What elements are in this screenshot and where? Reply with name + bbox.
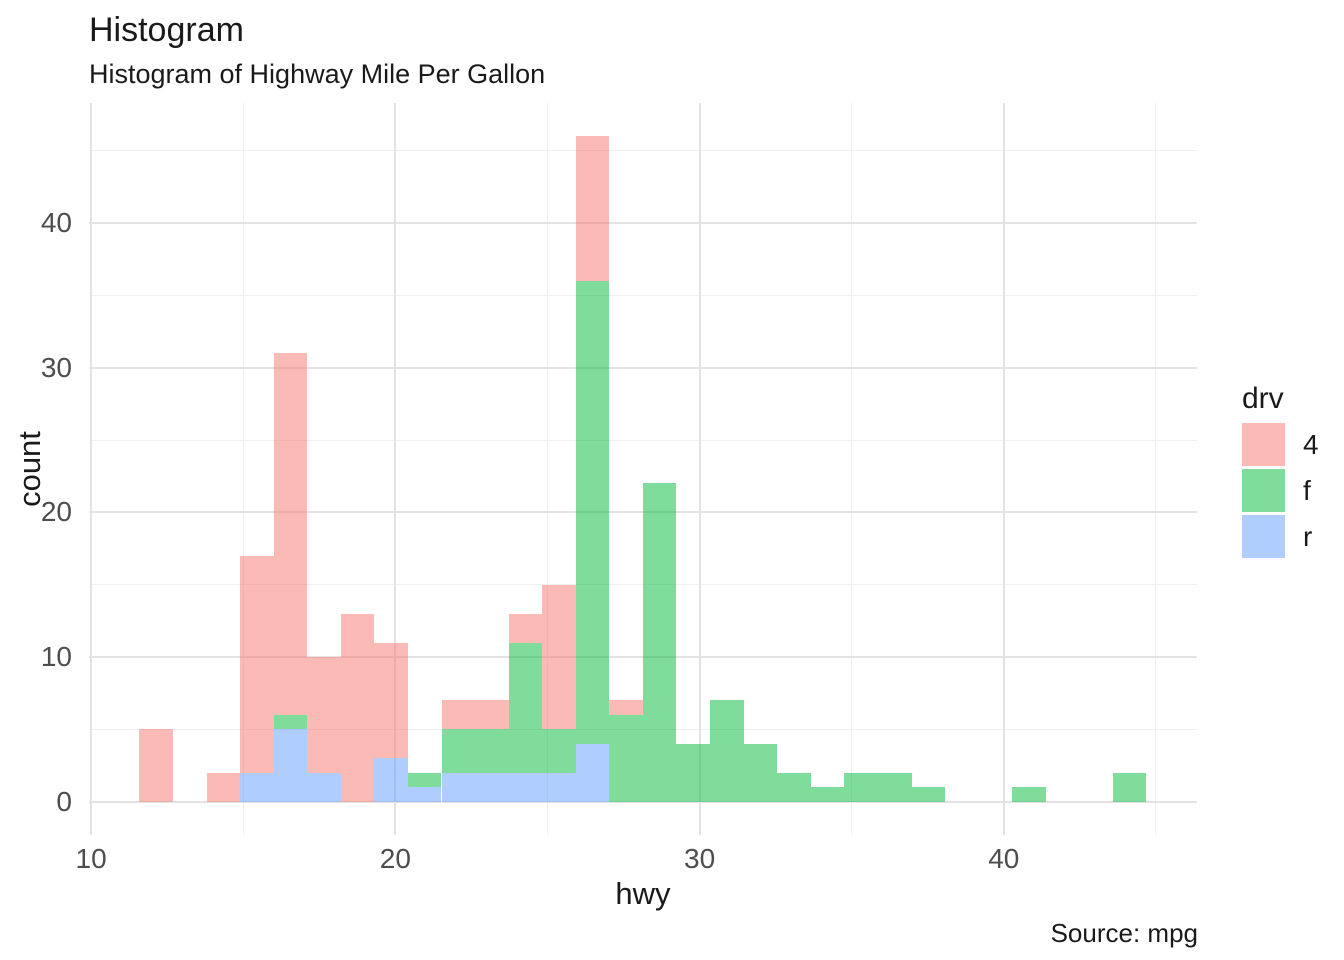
bar-segment-drv-f [475,729,509,773]
bar-segment-drv-4 [575,136,610,281]
bar-segment-drv-4 [609,700,643,715]
bar-segment-drv-r [441,772,476,802]
gridline-horizontal [89,366,1197,369]
bar-segment-drv-f [844,772,878,802]
bar-segment-drv-f [407,772,442,788]
bar-segment-drv-r [273,729,308,802]
y-tick-label: 0 [56,785,72,817]
gridline-horizontal [89,439,1197,441]
legend-item-r: r [1242,515,1319,558]
chart-title: Histogram [89,11,244,49]
bar-segment-drv-f [273,714,308,730]
y-tick-label: 10 [40,641,72,673]
bar-segment-drv-r [407,787,442,802]
bar-segment-drv-f [810,787,845,802]
bar-segment-drv-4 [340,613,375,802]
bar-segment-drv-f [676,743,711,802]
bar-segment-drv-4 [374,642,408,759]
gridline-vertical [546,103,548,835]
bar-segment-drv-r [508,772,543,802]
legend-item-4: 4 [1242,423,1319,466]
bar-segment-drv-r [542,772,576,802]
bar-segment-drv-4 [273,353,308,715]
bar-segment-drv-4 [240,555,274,773]
bar-segment-drv-4 [441,700,476,730]
gridline-vertical [1002,103,1005,835]
bar-segment-drv-f [575,280,610,744]
x-tick-label: 30 [684,843,716,874]
x-tick-label: 40 [988,843,1020,874]
legend-label-f: f [1303,475,1311,506]
bar-segment-drv-r [307,772,341,802]
gridline-vertical [851,103,853,835]
bar-segment-drv-r [374,758,408,802]
bar-segment-drv-f [777,772,811,802]
bar-segment-drv-f [1012,787,1046,802]
bar-segment-drv-f [642,483,677,802]
bar-segment-drv-4 [206,772,241,802]
legend-swatch-4 [1242,423,1285,466]
x-axis-title: hwy [615,876,671,911]
legend-item-f: f [1242,469,1319,512]
legend-swatch-r [1242,515,1285,558]
bar-segment-drv-f [441,729,476,773]
bar-segment-drv-r [240,772,274,802]
bar-segment-drv-4 [542,584,576,730]
gridline-vertical [242,103,244,835]
gridline-horizontal [89,294,1197,296]
y-tick-label: 40 [40,207,72,239]
legend-label-4: 4 [1303,429,1319,460]
bar-segment-drv-f [542,729,576,773]
bar-segment-drv-r [575,743,610,802]
bar-segment-drv-4 [307,657,341,773]
bar-segment-drv-r [475,772,509,802]
legend-label-r: r [1303,521,1313,552]
gridline-vertical [90,103,93,835]
legend-swatch-f [1242,469,1285,512]
y-axis-title: count [12,431,47,507]
bar-segment-drv-4 [139,729,173,802]
gridline-horizontal [89,222,1197,225]
bar-segment-drv-f [743,743,778,802]
bar-segment-drv-f [911,787,946,802]
y-tick-label: 20 [40,496,72,528]
bar-segment-drv-f [508,642,543,773]
gridline-horizontal [89,800,1197,803]
caption: Source: mpg [1050,918,1198,948]
bar-segment-drv-f [877,772,912,802]
x-tick-label: 10 [75,843,107,874]
plot-panel [89,103,1197,835]
gridline-vertical [394,103,397,835]
bar-segment-drv-4 [508,613,543,643]
bar-segment-drv-f [1112,772,1147,802]
gridline-vertical [698,103,701,835]
bar-segment-drv-f [609,714,643,802]
gridline-vertical [1155,103,1157,835]
legend-title: drv [1242,382,1284,415]
bar-segment-drv-f [710,700,744,802]
chart-subtitle: Histogram of Highway Mile Per Gallon [89,59,546,89]
gridline-horizontal [89,150,1197,152]
x-tick-label: 20 [379,843,411,874]
y-tick-label: 30 [40,351,72,383]
bar-segment-drv-4 [475,700,509,730]
